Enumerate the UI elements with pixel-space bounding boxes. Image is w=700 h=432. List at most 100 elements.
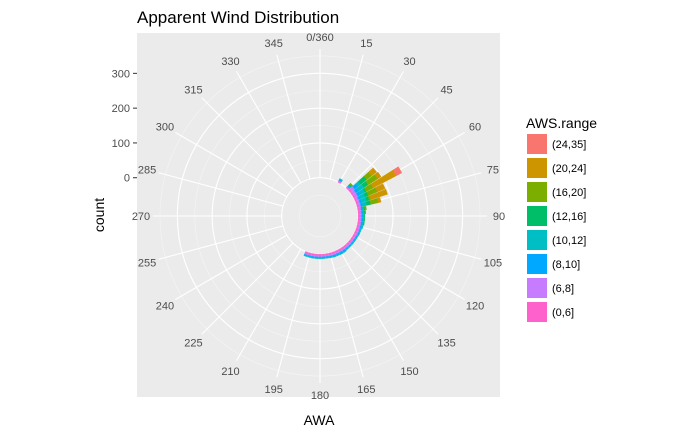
angle-tick-label: 150	[400, 366, 418, 378]
count-axis: 0 100 200 300	[112, 68, 137, 185]
angle-tick-label: 195	[264, 384, 282, 396]
angle-tick-label: 15	[360, 38, 372, 50]
chart-title: Apparent Wind Distribution	[137, 8, 339, 27]
bar-segment	[307, 255, 311, 258]
legend-swatch	[527, 182, 547, 202]
bar-segment	[375, 183, 386, 193]
radial-grid-line	[236, 248, 302, 361]
angle-tick-label: 300	[156, 122, 174, 134]
angle-tick-labels: 0/360 15 30 45 60 75 90 105 120 135 150 165 180 195 21…	[132, 32, 505, 402]
angle-tick-label: 225	[184, 338, 202, 350]
angle-tick-label: 345	[264, 38, 282, 50]
radial-grid-line	[201, 97, 294, 190]
radial-grid-line	[352, 234, 465, 300]
legend: AWS.range (24,35] (20,24] (16,20] (12,16] (1…	[526, 115, 597, 322]
legend-label: (0,6]	[552, 307, 574, 319]
panel-background	[137, 33, 500, 397]
bar-segment	[392, 166, 403, 177]
angle-tick-label: 90	[493, 211, 505, 223]
count-tick-label: 300	[112, 68, 130, 80]
legend-label: (16,20]	[552, 187, 586, 199]
radial-grid-line	[356, 225, 482, 260]
legend-swatch	[527, 206, 547, 226]
count-tick-label: 200	[112, 103, 130, 115]
count-tick-label: 100	[112, 138, 130, 150]
radial-grid-line	[158, 172, 284, 207]
angle-tick-label: 135	[437, 338, 455, 350]
angle-tick-label: 45	[440, 84, 452, 96]
bar-segment	[355, 235, 359, 240]
angle-tick-label: 30	[403, 56, 415, 68]
angle-tick-label: 255	[138, 257, 156, 269]
bar-segment	[318, 254, 322, 257]
radial-grid-line	[346, 97, 439, 190]
bar-segment	[360, 225, 364, 230]
bar-segment	[348, 244, 352, 248]
radial-grid-line	[276, 252, 311, 378]
angle-tick-label: 270	[132, 211, 150, 223]
legend-swatch	[527, 302, 547, 322]
bar-segment	[364, 210, 367, 215]
radial-grid-line	[338, 71, 404, 184]
angle-tick-label: 120	[466, 301, 484, 313]
bar-segment	[329, 256, 334, 259]
radial-grid-line	[175, 132, 288, 198]
minor-grid-circle	[298, 194, 342, 238]
bar-segment	[321, 257, 326, 259]
radial-grid-line	[158, 225, 284, 260]
bar-segment	[363, 217, 366, 222]
angle-tick-label: 105	[484, 257, 502, 269]
x-axis-title: AWA	[304, 412, 336, 428]
angle-tick-label: 60	[469, 122, 481, 134]
y-axis-title: count	[91, 198, 107, 232]
legend-swatch	[527, 134, 547, 154]
bar-segment	[358, 214, 361, 218]
legend-label: (10,12]	[552, 235, 586, 247]
angle-tick-label: 75	[487, 165, 499, 177]
count-tick-label: 0	[124, 173, 130, 185]
bar-segment	[359, 214, 362, 218]
radial-grid-line	[276, 54, 311, 180]
legend-swatch	[527, 254, 547, 274]
bar-segment	[369, 188, 388, 200]
radial-grid-line	[329, 54, 364, 180]
angle-tick-label: 240	[156, 301, 174, 313]
bar-segment	[376, 197, 382, 203]
bars-layer	[303, 166, 403, 259]
legend-label: (20,24]	[552, 163, 586, 175]
bar-segment	[314, 257, 319, 259]
bar-segment	[353, 238, 357, 243]
legend-label: (8,10]	[552, 259, 580, 271]
bar-segment	[325, 256, 330, 259]
bar-segment	[357, 232, 361, 237]
bar-segment	[374, 171, 382, 180]
bar-segment	[310, 256, 315, 259]
angle-tick-label: 210	[221, 366, 239, 378]
angle-tick-label: 180	[311, 390, 329, 402]
legend-swatch	[527, 230, 547, 250]
legend-label: (6,8]	[552, 283, 574, 295]
legend-label: (24,35]	[552, 139, 586, 151]
bar-segment	[368, 167, 377, 177]
bar-segment	[336, 253, 341, 257]
radial-grid-line	[338, 248, 404, 361]
bar-segment	[343, 250, 347, 254]
legend-swatch	[527, 278, 547, 298]
bar-segment	[351, 241, 355, 246]
radial-grid-line	[236, 71, 302, 184]
bar-segment	[318, 257, 322, 259]
angle-tick-label: 285	[138, 165, 156, 177]
bar-segment	[332, 255, 337, 258]
bar-segment	[349, 182, 354, 187]
bar-segment	[339, 252, 344, 256]
angle-tick-label: 165	[357, 384, 375, 396]
radial-grid-line	[329, 252, 364, 378]
bar-segment	[345, 247, 350, 251]
bar-segment	[364, 205, 367, 211]
bar-segment	[359, 228, 362, 233]
polar-grid	[153, 49, 487, 383]
legend-label: (12,16]	[552, 211, 586, 223]
legend-title: AWS.range	[526, 115, 597, 131]
angle-tick-label: 315	[184, 84, 202, 96]
bar-segment	[303, 254, 308, 257]
